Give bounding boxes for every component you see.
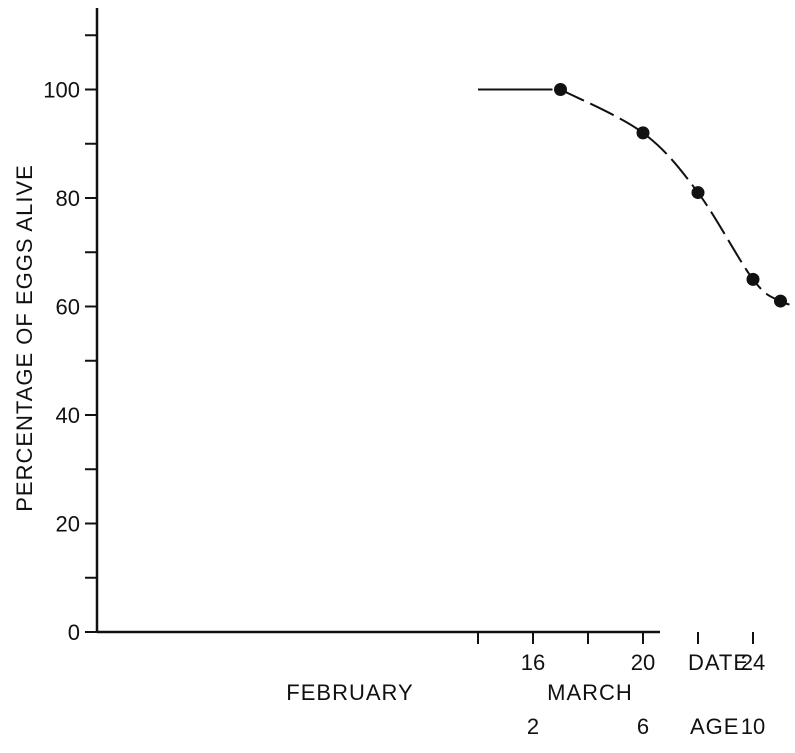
age-tick-label: 6 [637,714,649,739]
y-tick-label: 100 [43,78,80,103]
date-tick-label: 24 [741,650,765,675]
data-point [636,126,650,140]
series-layer [478,83,795,308]
y-axis-label: PERCENTAGE OF EGGS ALIVE [12,164,37,512]
y-tick-label: 40 [56,403,80,428]
y-axis: 0 20 40 60 80 100 [43,8,99,645]
y-tick-label: 20 [56,512,80,537]
month-label-march: MARCH [547,680,633,705]
y-tick-label: 0 [68,620,80,645]
data-point [554,83,567,96]
age-axis-label: AGE [690,714,739,739]
date-axis-label: DATE [688,650,749,675]
date-tick-label: 20 [631,650,655,675]
y-tick-label: 80 [56,186,80,211]
series-line [560,88,795,307]
age-tick-label: 10 [741,714,765,739]
x-axis: 1620242813526101418 [97,630,765,739]
y-tick-label: 60 [56,295,80,320]
data-point [746,272,760,286]
data-point [691,186,705,200]
month-label-february: FEBRUARY [286,680,413,705]
age-tick-label: 2 [527,714,539,739]
date-tick-label: 16 [521,650,545,675]
data-point [774,294,787,308]
